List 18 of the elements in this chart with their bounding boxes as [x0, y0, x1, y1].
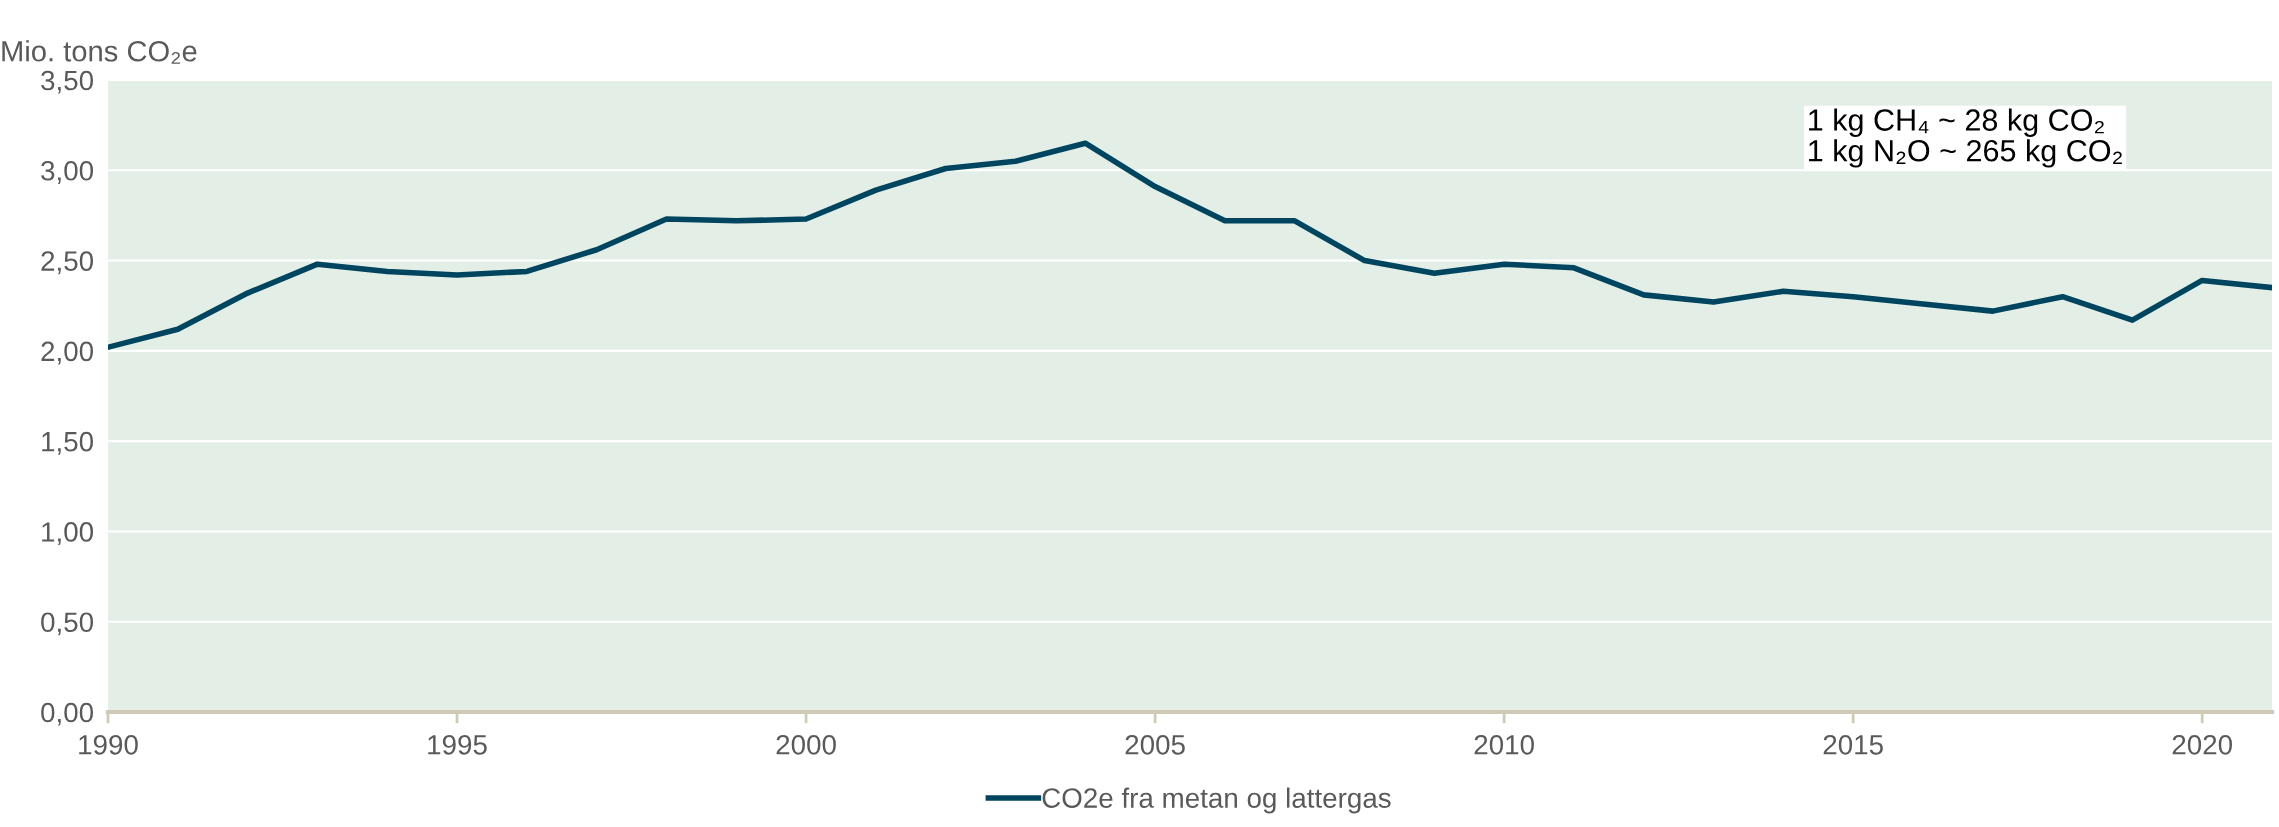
x-tick-label: 2020: [2172, 734, 2233, 755]
chart-title: Mio. tons CO₂e: [2, 40, 197, 64]
annotation: 1 kg CH₄ ~ 28 kg CO₂ 1 kg N₂O ~ 265 kg CO₂: [1809, 108, 2122, 168]
y-tick-label: 1,00: [42, 522, 94, 546]
x-tick-label: 2010: [1474, 734, 1534, 755]
y-tick-label: 3,50: [41, 70, 94, 94]
x-tick-label: 2000: [776, 734, 836, 755]
y-tick-label: 0,00: [41, 702, 94, 726]
y-tick-label: 2,00: [41, 341, 94, 365]
x-tick-label: 1990: [79, 734, 138, 755]
y-tick-label: 1,50: [42, 431, 94, 455]
x-tick-label: 1995: [428, 734, 487, 755]
x-tick-label: 2005: [1125, 734, 1185, 755]
legend-label: CO2e fra metan og lattergas: [1042, 787, 1391, 814]
y-tick-label: 2,50: [41, 251, 94, 275]
x-tick-label: 2015: [1823, 734, 1883, 755]
y-tick-label: 3,00: [41, 160, 94, 184]
y-tick-label: 0,50: [41, 612, 94, 636]
